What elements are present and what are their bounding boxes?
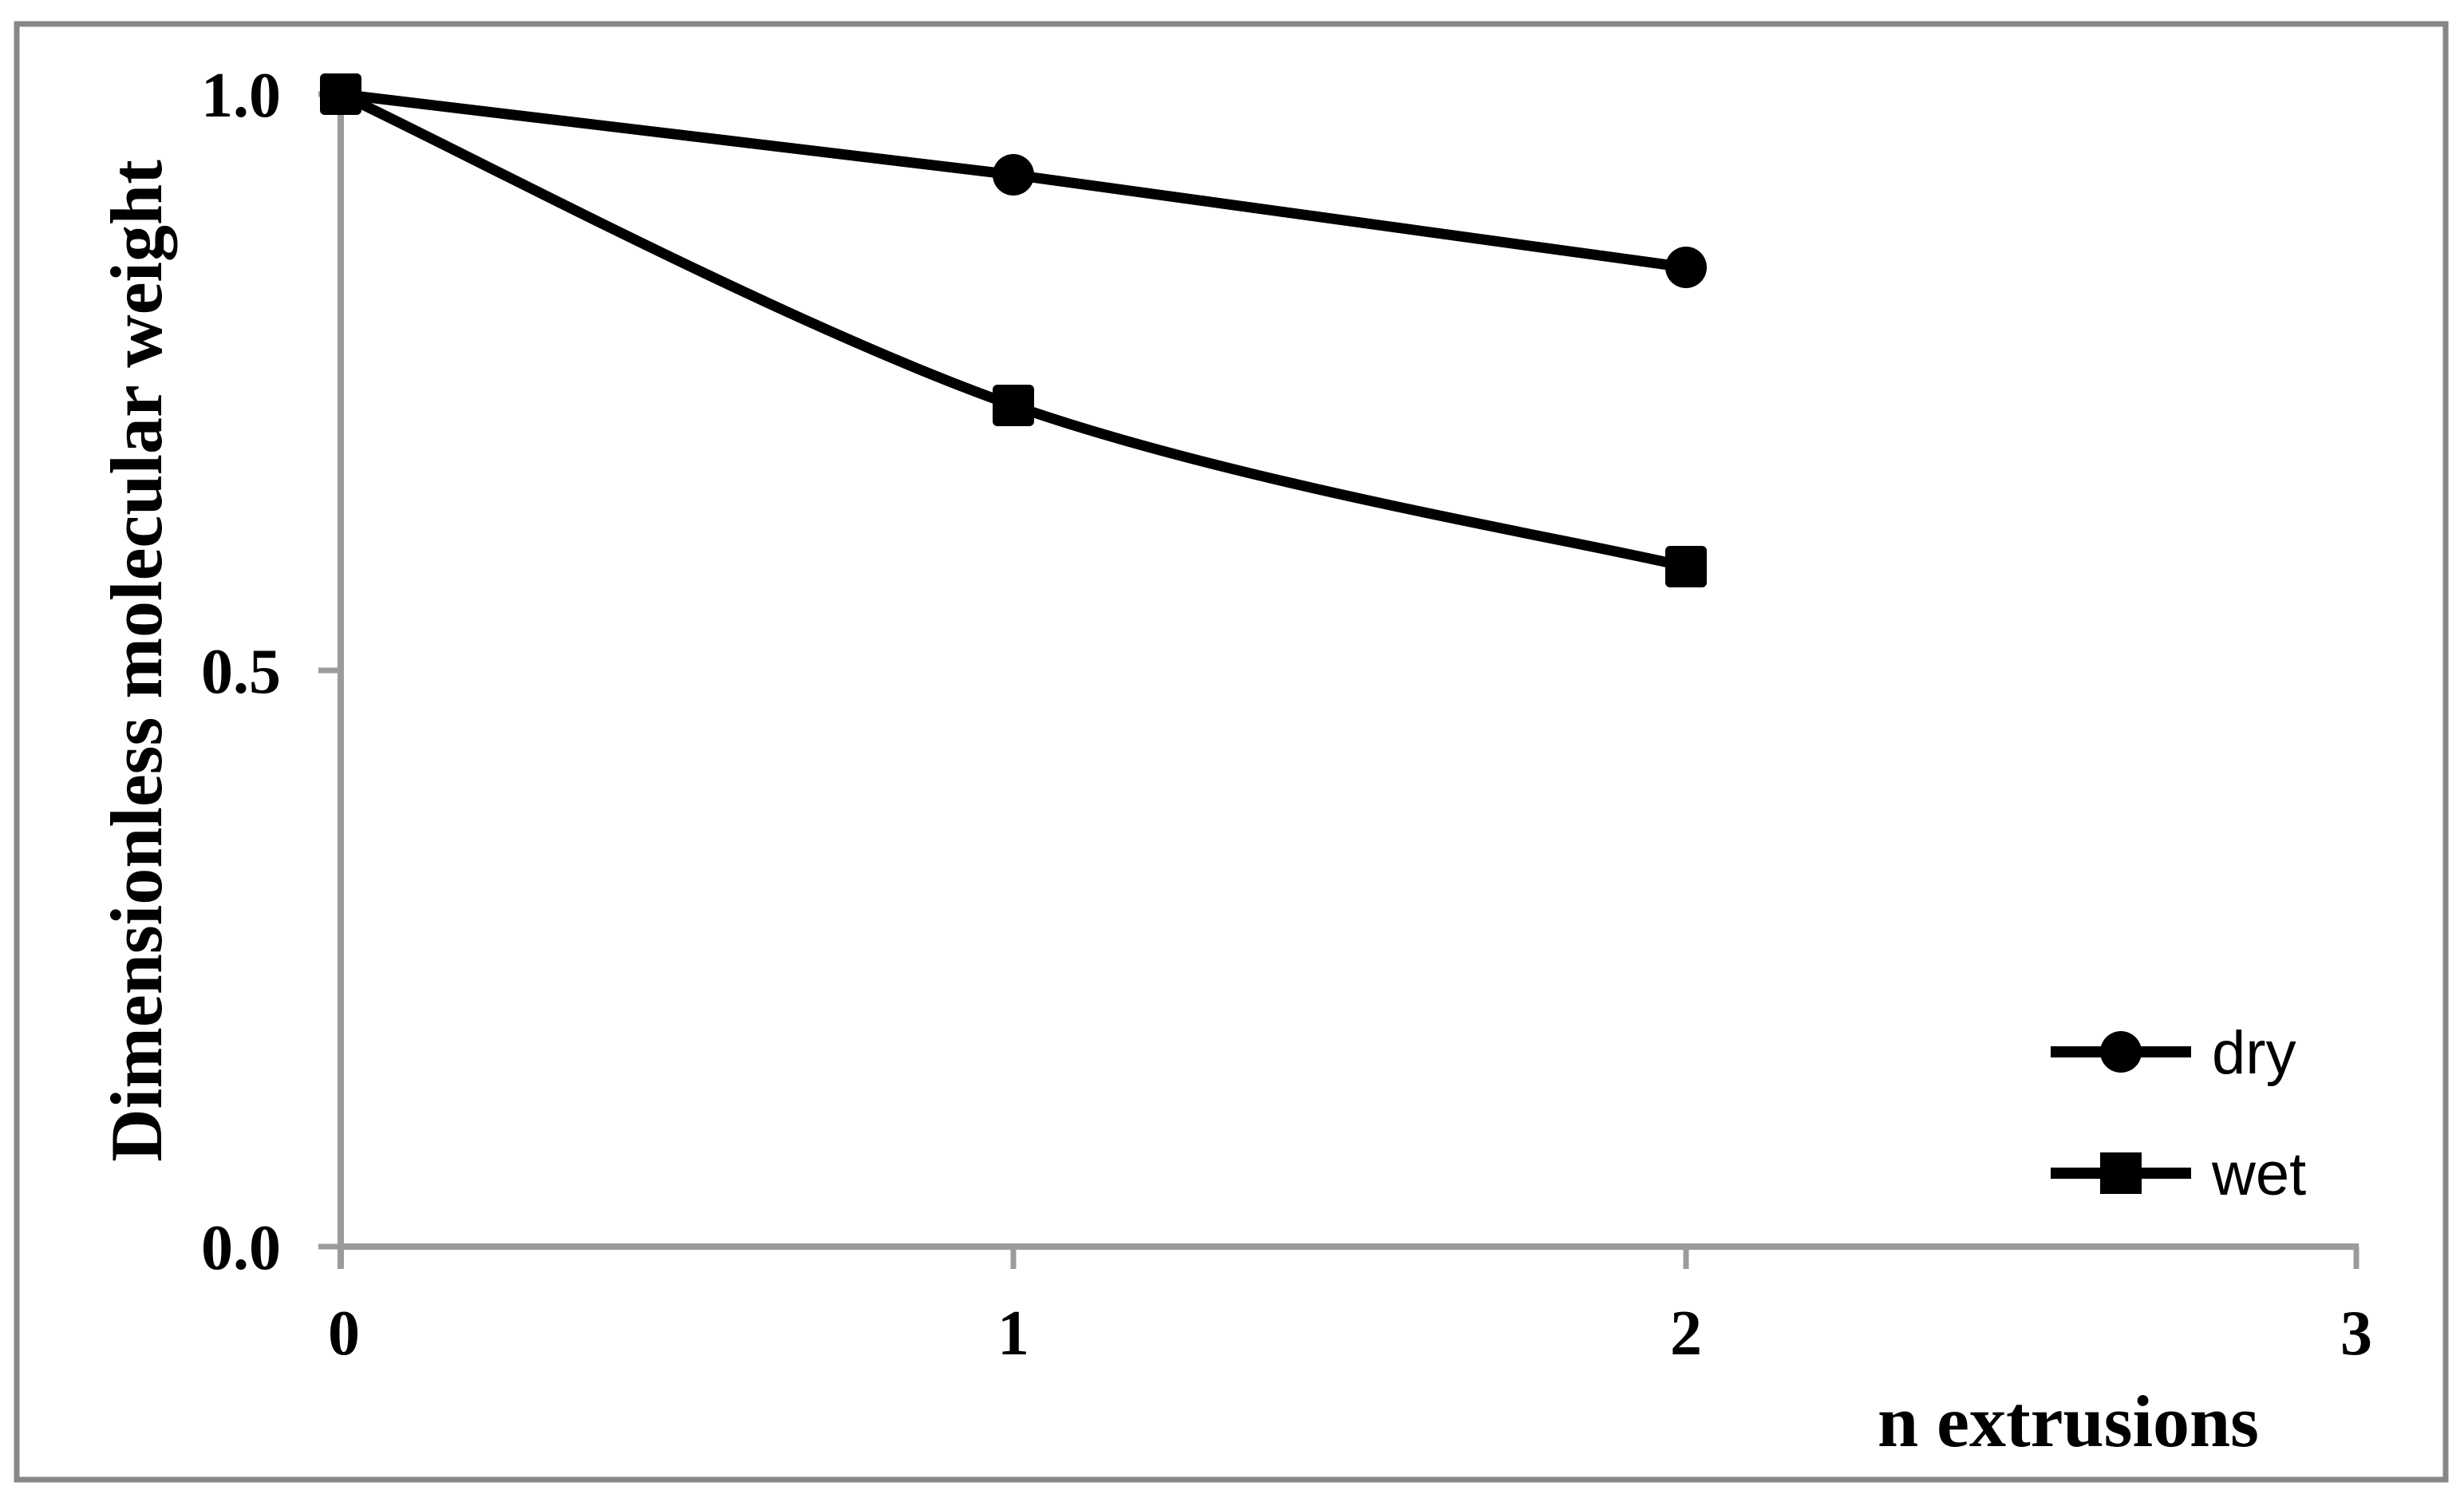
marker-wet-1 xyxy=(993,385,1034,426)
x-tick-label-2: 2 xyxy=(1670,1298,1702,1369)
x-tick-label-3: 3 xyxy=(2340,1298,2372,1369)
series-layer xyxy=(320,73,1707,587)
y-axis-title: Dimensionless molecular weight xyxy=(96,160,177,1162)
y-tick-label-1.0: 1.0 xyxy=(201,61,281,131)
legend-label-dry: dry xyxy=(2212,1019,2296,1087)
x-tick-label-0: 0 xyxy=(328,1298,360,1369)
legend-label-wet: wet xyxy=(2211,1140,2306,1208)
legend-entry-dry: dry xyxy=(2051,1019,2296,1087)
x-tick-label-1: 1 xyxy=(997,1298,1029,1369)
x-axis-title: n extrusions xyxy=(1878,1381,2259,1462)
legend-entry-wet: wet xyxy=(2051,1140,2306,1208)
y-tick-label-0.0: 0.0 xyxy=(201,1213,281,1283)
marker-wet-2 xyxy=(1665,546,1707,587)
y-tick-label-0.5: 0.5 xyxy=(201,637,281,707)
marker-wet-0 xyxy=(320,73,361,115)
axes xyxy=(318,91,2359,1269)
legend-marker-circle xyxy=(2100,1031,2142,1073)
legend: dry wet xyxy=(2051,1019,2306,1208)
figure-border xyxy=(14,21,2449,1483)
marker-dry-2 xyxy=(1665,247,1707,288)
legend-marker-square xyxy=(2100,1152,2142,1194)
marker-dry-1 xyxy=(993,154,1034,196)
